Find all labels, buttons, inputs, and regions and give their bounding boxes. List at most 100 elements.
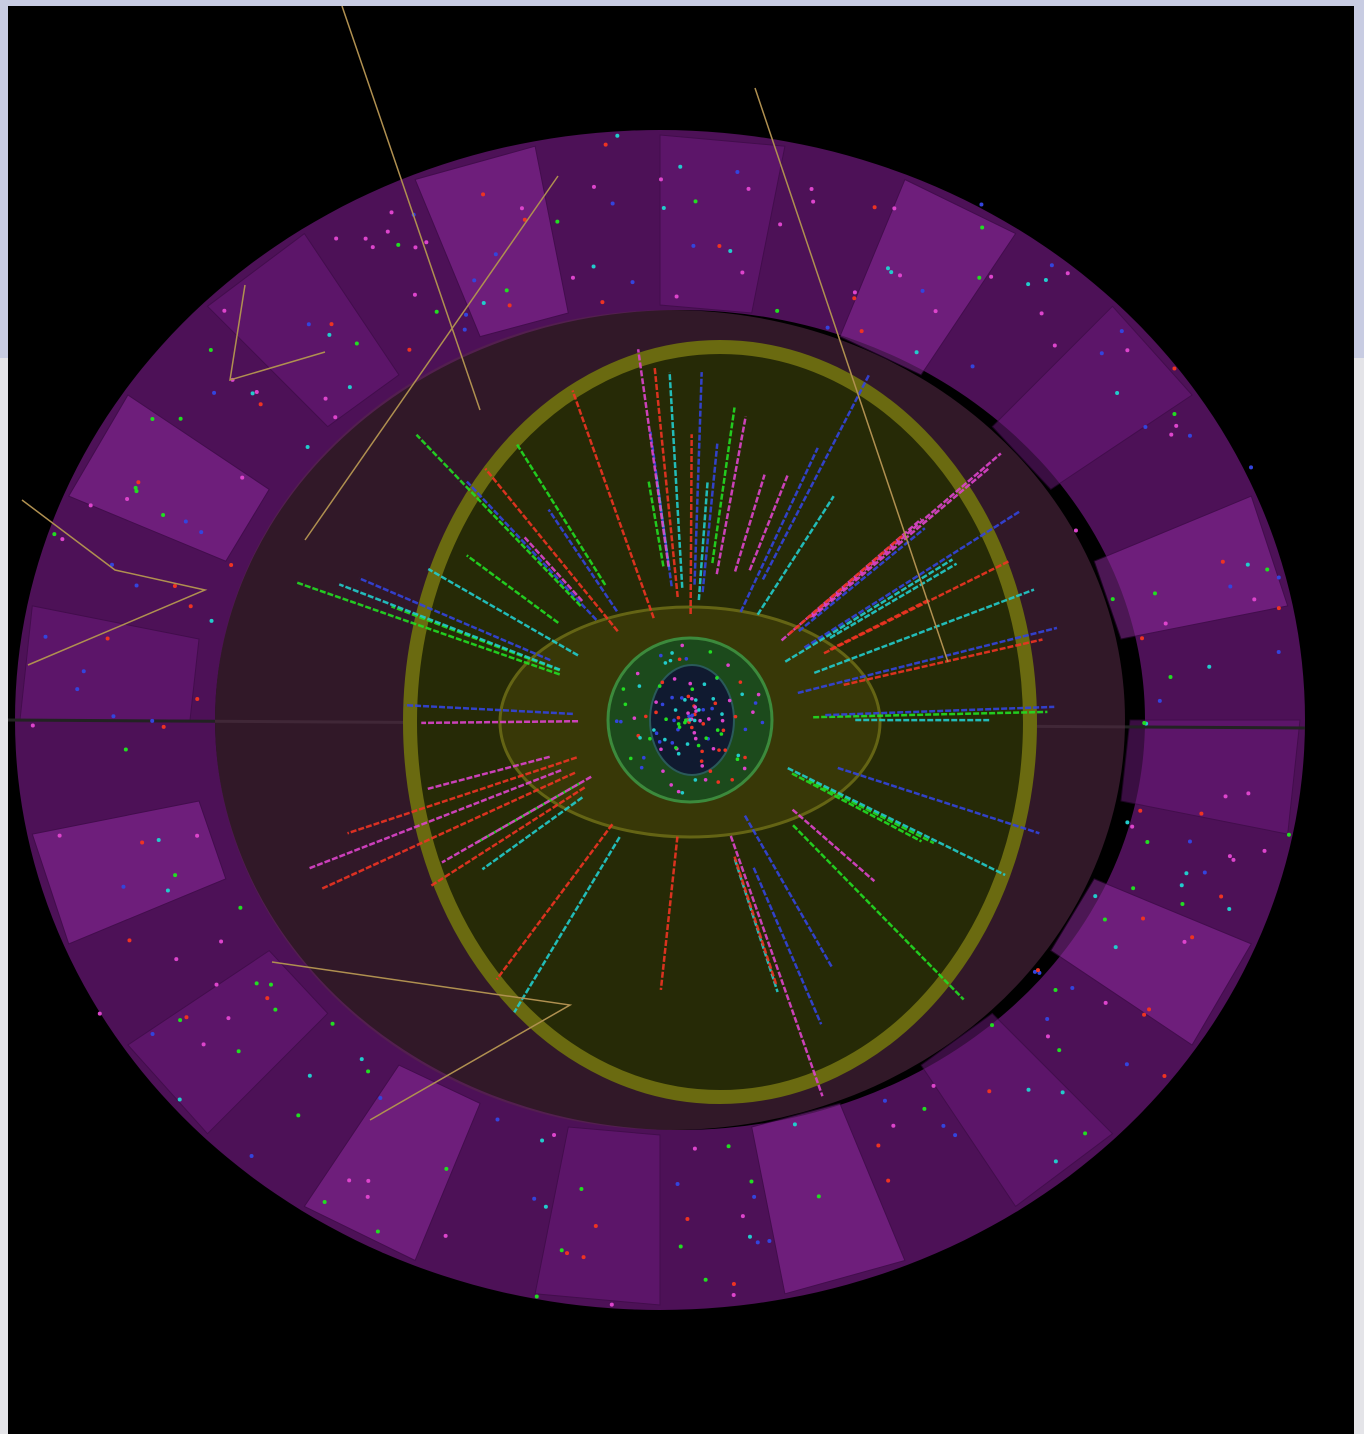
hit <box>639 765 644 770</box>
hit <box>123 747 128 752</box>
hit <box>226 1016 231 1021</box>
track <box>792 824 965 1001</box>
hit <box>711 696 716 701</box>
muon-track <box>271 961 573 1121</box>
hit <box>265 996 270 1001</box>
hit <box>711 746 716 751</box>
hit <box>161 724 166 729</box>
hit <box>889 270 894 275</box>
hit <box>685 1216 690 1221</box>
hit <box>735 170 740 175</box>
hit <box>1276 649 1281 654</box>
hit <box>990 1023 995 1028</box>
track <box>791 808 876 883</box>
hit <box>88 503 93 508</box>
hit <box>1043 277 1048 282</box>
hit <box>136 480 141 485</box>
hit <box>140 840 145 845</box>
hit <box>661 769 665 773</box>
hit <box>481 192 486 197</box>
hit <box>693 736 698 741</box>
hit <box>707 717 711 721</box>
track <box>761 374 870 581</box>
track <box>829 562 958 640</box>
hit <box>1083 1131 1088 1136</box>
hit <box>543 1204 548 1209</box>
hit <box>670 651 674 655</box>
hit <box>755 1240 760 1245</box>
hit <box>816 1194 821 1199</box>
ring-segment <box>67 394 270 562</box>
hit <box>670 741 675 745</box>
hit <box>354 341 359 346</box>
hit <box>683 720 687 725</box>
hit <box>156 838 161 843</box>
hit <box>581 1255 586 1260</box>
hit <box>173 873 178 878</box>
hit <box>886 1178 891 1183</box>
hit <box>507 303 512 308</box>
ring-segment <box>1050 878 1253 1046</box>
hit <box>1142 720 1147 725</box>
hit <box>1026 282 1031 287</box>
hit <box>1172 366 1177 371</box>
hit <box>676 722 681 726</box>
hit <box>1228 584 1233 589</box>
hit <box>749 1179 754 1184</box>
hit <box>719 732 724 736</box>
hit <box>628 756 633 761</box>
hit <box>1035 968 1040 973</box>
hit <box>1053 988 1058 993</box>
hit <box>767 1239 772 1244</box>
hit <box>307 1073 312 1078</box>
hit <box>922 1106 927 1111</box>
hit <box>614 719 619 723</box>
hit <box>323 396 328 401</box>
hit <box>229 562 234 567</box>
track <box>415 433 582 607</box>
hit <box>825 325 830 330</box>
hit <box>603 142 608 147</box>
hit <box>534 1294 539 1299</box>
hit <box>97 1011 102 1016</box>
hit <box>1231 857 1236 862</box>
hit <box>565 1251 570 1256</box>
hit <box>644 714 648 719</box>
ring-segment <box>1093 495 1289 640</box>
hit <box>208 347 213 352</box>
hit <box>150 1031 155 1036</box>
hit <box>219 939 224 944</box>
hit <box>396 242 401 247</box>
hit <box>692 718 697 723</box>
hit <box>184 1015 189 1020</box>
hit <box>859 329 864 334</box>
hit <box>703 1277 708 1282</box>
hit <box>1199 811 1204 816</box>
hit <box>733 714 738 719</box>
hit <box>753 701 758 705</box>
hit <box>717 244 722 249</box>
hit <box>977 275 982 280</box>
hit <box>696 743 701 748</box>
hit <box>726 663 730 667</box>
hit <box>742 766 747 771</box>
track <box>465 480 598 621</box>
hit <box>1110 597 1115 602</box>
hit <box>1131 886 1136 891</box>
hit <box>330 1021 335 1026</box>
hit <box>933 309 938 314</box>
hit <box>699 759 704 764</box>
hit <box>715 728 720 732</box>
hit <box>690 725 694 730</box>
track <box>808 778 935 845</box>
hit <box>661 205 666 210</box>
hit <box>685 742 690 746</box>
hit <box>872 205 877 210</box>
hit <box>730 777 734 782</box>
track <box>813 710 1048 719</box>
hit <box>660 702 665 707</box>
hit <box>898 273 903 278</box>
track <box>523 536 584 602</box>
track <box>659 836 679 990</box>
hit <box>632 716 637 720</box>
